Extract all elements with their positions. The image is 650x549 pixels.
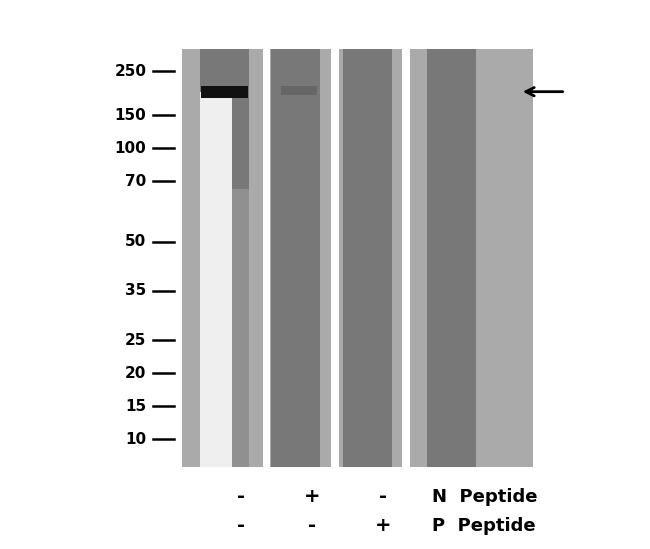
Text: 10: 10 — [125, 432, 146, 447]
Text: N  Peptide: N Peptide — [432, 488, 538, 506]
Text: -: - — [380, 488, 387, 506]
Bar — [232, 189, 248, 467]
Bar — [201, 86, 248, 98]
Text: +: + — [304, 488, 320, 506]
Text: 50: 50 — [125, 234, 146, 249]
Text: +: + — [375, 517, 392, 535]
Text: -: - — [237, 488, 244, 506]
Text: P  Peptide: P Peptide — [432, 517, 536, 535]
Bar — [182, 49, 533, 467]
Bar — [428, 49, 476, 467]
Bar — [281, 86, 317, 94]
Text: 150: 150 — [114, 108, 146, 123]
Bar — [331, 49, 339, 467]
Text: 70: 70 — [125, 173, 146, 189]
Text: -: - — [308, 517, 316, 535]
Bar — [402, 49, 410, 467]
Text: 15: 15 — [125, 399, 146, 414]
Text: 250: 250 — [114, 64, 146, 79]
Text: 20: 20 — [125, 366, 146, 381]
Text: 35: 35 — [125, 283, 146, 299]
Bar — [263, 49, 270, 467]
Bar — [343, 49, 391, 467]
Bar — [272, 49, 320, 467]
Bar — [200, 49, 248, 467]
Text: -: - — [237, 517, 244, 535]
Text: 25: 25 — [125, 333, 146, 348]
Bar — [200, 92, 232, 467]
Text: 100: 100 — [114, 141, 146, 156]
